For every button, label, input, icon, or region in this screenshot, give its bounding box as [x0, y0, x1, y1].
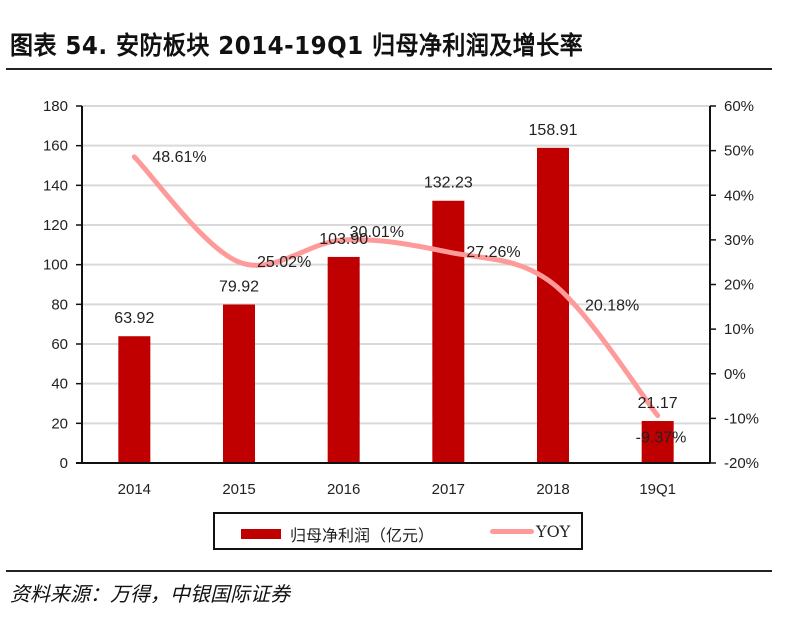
- legend-label-net-profit: 归母净利润（亿元）: [290, 526, 435, 545]
- chart-title: 图表 54. 安防板块 2014-19Q1 归母净利润及增长率: [10, 31, 584, 60]
- yoy-line-group: [131, 154, 661, 419]
- data-labels: 63.92 79.92 103.90 132.23 158.91 21.17 48.61% 2…: [114, 122, 686, 447]
- bar-value-label: 21.17: [638, 395, 678, 412]
- x-tick-label: 2016: [327, 481, 360, 498]
- left-tick-label: 80: [51, 296, 68, 313]
- yoy-value-label: 48.61%: [152, 149, 206, 166]
- right-tick-label: 60%: [724, 98, 754, 115]
- right-tick-label: -10%: [724, 410, 759, 427]
- left-tick-label: 160: [43, 138, 68, 155]
- footer-divider: [6, 570, 772, 572]
- title-divider: [6, 68, 772, 70]
- legend-label-yoy: YOY: [536, 522, 571, 541]
- yoy-value-label: 20.18%: [585, 298, 639, 315]
- x-tick-label: 19Q1: [639, 481, 676, 498]
- chart: 0 20 40 60 80 100 120 140 160 180 -20% -10% 0% 10% 20…: [43, 98, 759, 498]
- yoy-line: [131, 154, 661, 419]
- bar-19Q1: [641, 421, 674, 463]
- legend-item-yoy: YOY: [490, 522, 570, 541]
- left-tick-label: 40: [51, 376, 68, 393]
- right-tick-label: 40%: [724, 187, 754, 204]
- right-tick-label: 30%: [724, 232, 754, 249]
- yoy-value-label: -9.37%: [636, 430, 687, 447]
- bar-value-label: 79.92: [219, 278, 259, 295]
- bar-value-label: 103.90: [319, 231, 368, 248]
- x-tick-label: 2014: [118, 481, 151, 498]
- bar-2014: [118, 336, 151, 463]
- left-axis-ticks: 0 20 40 60 80 100 120 140 160 180: [43, 98, 82, 472]
- bar-2018: [537, 147, 569, 464]
- bar-value-label: 63.92: [114, 310, 154, 327]
- source-note: 资料来源：万得，中银国际证券: [10, 582, 290, 606]
- right-tick-label: -20%: [724, 455, 759, 472]
- legend-line-swatch: [490, 529, 534, 534]
- yoy-value-label: 30.01%: [350, 224, 404, 241]
- bar-2017: [432, 200, 465, 463]
- bar-value-label: 132.23: [424, 175, 473, 192]
- left-tick-label: 120: [43, 217, 68, 234]
- x-tick-label: 2018: [536, 481, 569, 498]
- left-tick-label: 0: [60, 455, 68, 472]
- right-axis-ticks: -20% -10% 0% 10% 20% 30% 40% 50% 60%: [710, 98, 759, 472]
- left-tick-label: 180: [43, 98, 68, 115]
- bar-2016: [327, 256, 360, 463]
- x-tick-label: 2017: [432, 481, 465, 498]
- legend: 归母净利润（亿元） YOY: [213, 512, 583, 550]
- x-tick-label: 2015: [222, 481, 255, 498]
- legend-item-net-profit: 归母净利润（亿元）: [241, 522, 434, 546]
- x-axis-ticks: 2014 2015 2016 2017 2018 19Q1: [118, 481, 676, 498]
- yoy-value-label: 25.02%: [257, 254, 311, 271]
- left-tick-label: 20: [51, 415, 68, 432]
- yoy-value-label: 27.26%: [466, 244, 520, 261]
- right-tick-label: 50%: [724, 143, 754, 160]
- right-tick-label: 0%: [724, 366, 746, 383]
- left-tick-label: 60: [51, 336, 68, 353]
- bars: [118, 147, 674, 464]
- legend-bar-swatch: [241, 529, 281, 539]
- right-tick-label: 20%: [724, 277, 754, 294]
- right-tick-label: 10%: [724, 321, 754, 338]
- left-tick-label: 100: [43, 257, 68, 274]
- left-tick-label: 140: [43, 177, 68, 194]
- bar-value-label: 158.91: [529, 122, 578, 139]
- bar-2015: [223, 304, 255, 463]
